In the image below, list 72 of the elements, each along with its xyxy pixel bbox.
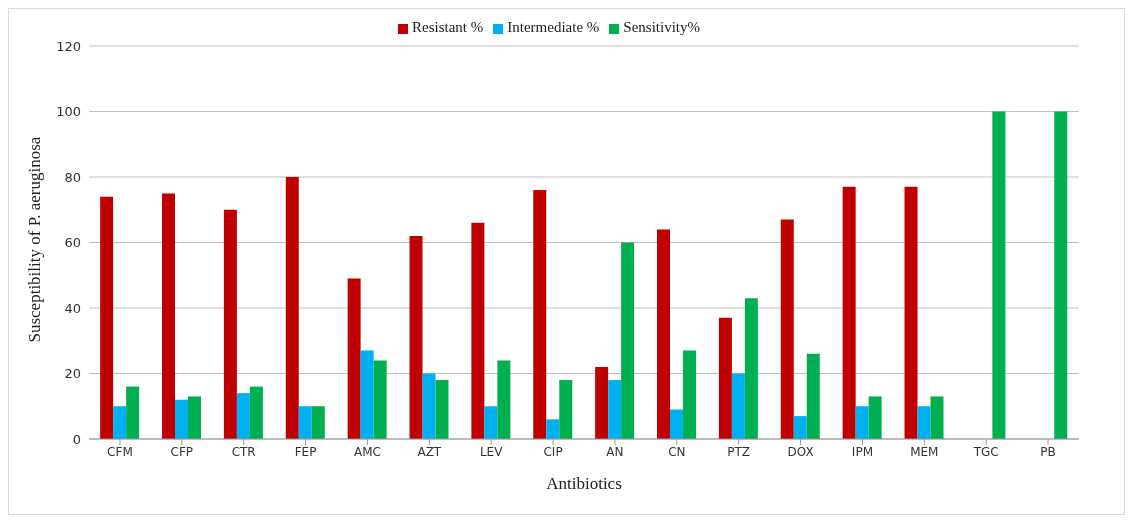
bar	[175, 399, 189, 439]
x-tick-label: AZT	[417, 444, 442, 459]
bar	[608, 380, 622, 439]
x-tick-label: CFP	[170, 444, 194, 459]
bar	[793, 416, 807, 439]
x-tick-label: MEM	[910, 444, 939, 459]
x-tick-label: TGC	[972, 444, 999, 459]
bar	[126, 386, 140, 439]
bar	[718, 317, 732, 439]
y-tick-label: 120	[56, 38, 81, 54]
x-tick-label: DOX	[787, 444, 814, 459]
y-tick-label: 40	[64, 300, 81, 316]
bar	[657, 229, 671, 439]
bar	[484, 406, 498, 439]
y-tick-label: 0	[72, 431, 81, 447]
x-tick-label: CFM	[107, 444, 133, 459]
x-tick-label: PB	[1040, 444, 1056, 459]
y-tick-label: 60	[64, 235, 81, 251]
legend-label: Resistant %	[412, 19, 484, 35]
bar	[904, 186, 918, 439]
bar	[497, 360, 511, 439]
bar	[855, 406, 869, 439]
x-axis-title: Antibiotics	[546, 474, 622, 493]
bar	[559, 380, 573, 439]
bar	[435, 380, 449, 439]
bar	[285, 177, 299, 439]
legend-label: Intermediate %	[507, 19, 600, 35]
bar	[311, 406, 325, 439]
bar	[162, 193, 176, 439]
x-tick-label: LEV	[479, 444, 504, 459]
x-tick-label: AMC	[353, 444, 381, 459]
bar	[780, 219, 794, 439]
bar	[422, 373, 436, 439]
bar	[373, 360, 387, 439]
bar	[683, 350, 697, 439]
bar	[917, 406, 931, 439]
y-axis-title: Susceptibility of P. aeruginosa	[25, 136, 45, 343]
bar	[471, 222, 485, 439]
bar	[347, 278, 361, 439]
bar	[188, 396, 202, 439]
x-tick-label: CTR	[231, 444, 256, 459]
y-tick-label: 20	[64, 366, 81, 382]
bar	[249, 386, 263, 439]
bar	[744, 298, 758, 439]
bar	[546, 419, 560, 439]
bar	[360, 350, 374, 439]
bar	[621, 242, 635, 439]
bar	[806, 353, 820, 439]
x-tick-label: FEP	[294, 444, 317, 459]
x-tick-label: IPM	[851, 444, 874, 459]
y-tick-label: 80	[64, 169, 81, 185]
x-tick-label: CIP	[543, 444, 563, 459]
y-tick-label: 100	[56, 104, 81, 120]
bar	[992, 111, 1006, 439]
bar	[930, 396, 944, 439]
bar	[595, 366, 609, 439]
bar	[533, 190, 547, 439]
bar	[1054, 111, 1068, 439]
bar	[113, 406, 127, 439]
bar	[842, 186, 856, 439]
bar	[236, 393, 250, 439]
bar	[100, 196, 114, 439]
bar	[731, 373, 745, 439]
bar	[868, 396, 882, 439]
bar	[298, 406, 312, 439]
bar	[409, 235, 423, 439]
bar	[670, 409, 684, 439]
bar	[223, 209, 237, 439]
x-tick-label: CN	[668, 444, 686, 459]
x-tick-label: PTZ	[727, 444, 751, 459]
x-tick-label: AN	[606, 444, 624, 459]
legend-label: Sensitivity%	[623, 19, 700, 35]
